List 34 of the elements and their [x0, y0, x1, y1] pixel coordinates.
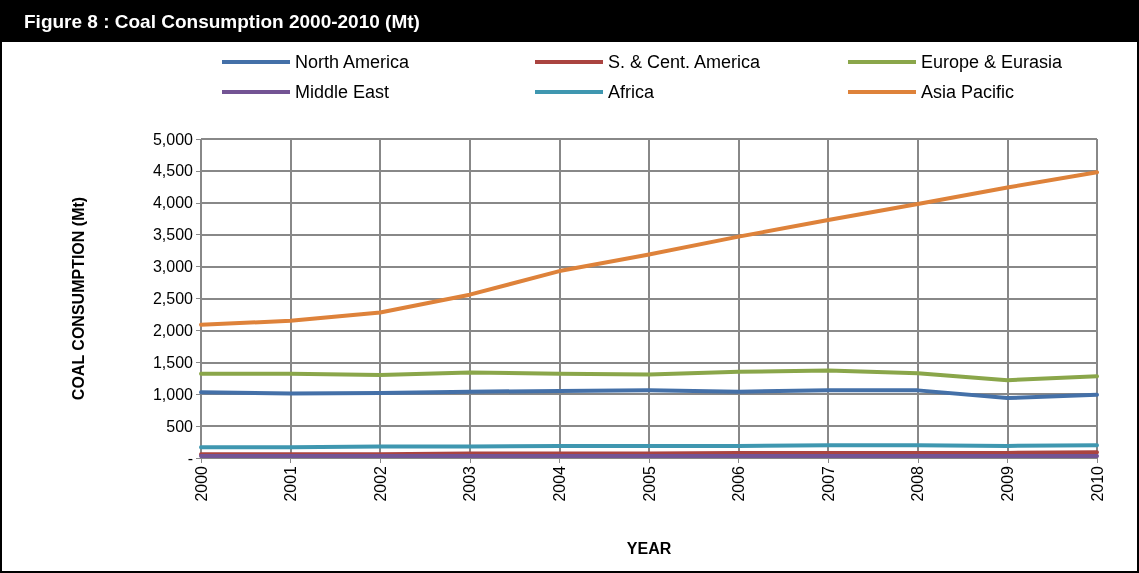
legend-label: S. & Cent. America	[608, 52, 762, 72]
legend-label: North America	[295, 52, 411, 72]
x-tick-label: 2005	[640, 465, 658, 502]
line-series	[199, 170, 1099, 327]
y-tick-label: 4,000	[152, 194, 194, 212]
x-tick-label: 2006	[730, 465, 748, 502]
legend-label: Africa	[608, 82, 655, 102]
x-tick-label: 2001	[282, 465, 300, 502]
x-tick-label: 2008	[909, 465, 927, 502]
x-axis-title: YEAR	[626, 539, 672, 557]
x-tick-label: 2003	[461, 465, 479, 502]
line-series	[199, 388, 1099, 401]
x-tick-label: 2010	[1088, 465, 1106, 502]
x-tick-label: 2000	[192, 465, 210, 502]
x-tick-label: 2004	[550, 465, 568, 502]
y-tick-label: 3,000	[152, 258, 194, 276]
line-series	[199, 368, 1099, 383]
legend-label: Middle East	[295, 82, 390, 102]
legend-label: Asia Pacific	[921, 82, 1015, 102]
y-tick-label: 500	[166, 417, 194, 435]
legend-label: Europe & Eurasia	[921, 52, 1064, 72]
y-tick-label: 4,500	[152, 162, 194, 180]
y-tick-label: 2,000	[152, 321, 194, 339]
y-tick-label: 2,500	[152, 290, 194, 307]
y-tick-label: 1,000	[152, 385, 194, 403]
x-tick-label: 2002	[371, 465, 389, 502]
y-tick-label: -	[187, 449, 193, 467]
y-tick-label: 1,500	[152, 353, 194, 371]
y-axis-title: COAL CONSUMPTION (Mt)	[69, 196, 87, 401]
y-tick-label: 5,000	[152, 130, 194, 148]
x-tick-label: 2009	[998, 465, 1016, 502]
x-tick-label: 2007	[819, 465, 837, 502]
y-tick-label: 3,500	[152, 226, 194, 244]
chart-title: Figure 8 : Coal Consumption 2000-2010 (Mt)	[2, 2, 1137, 42]
